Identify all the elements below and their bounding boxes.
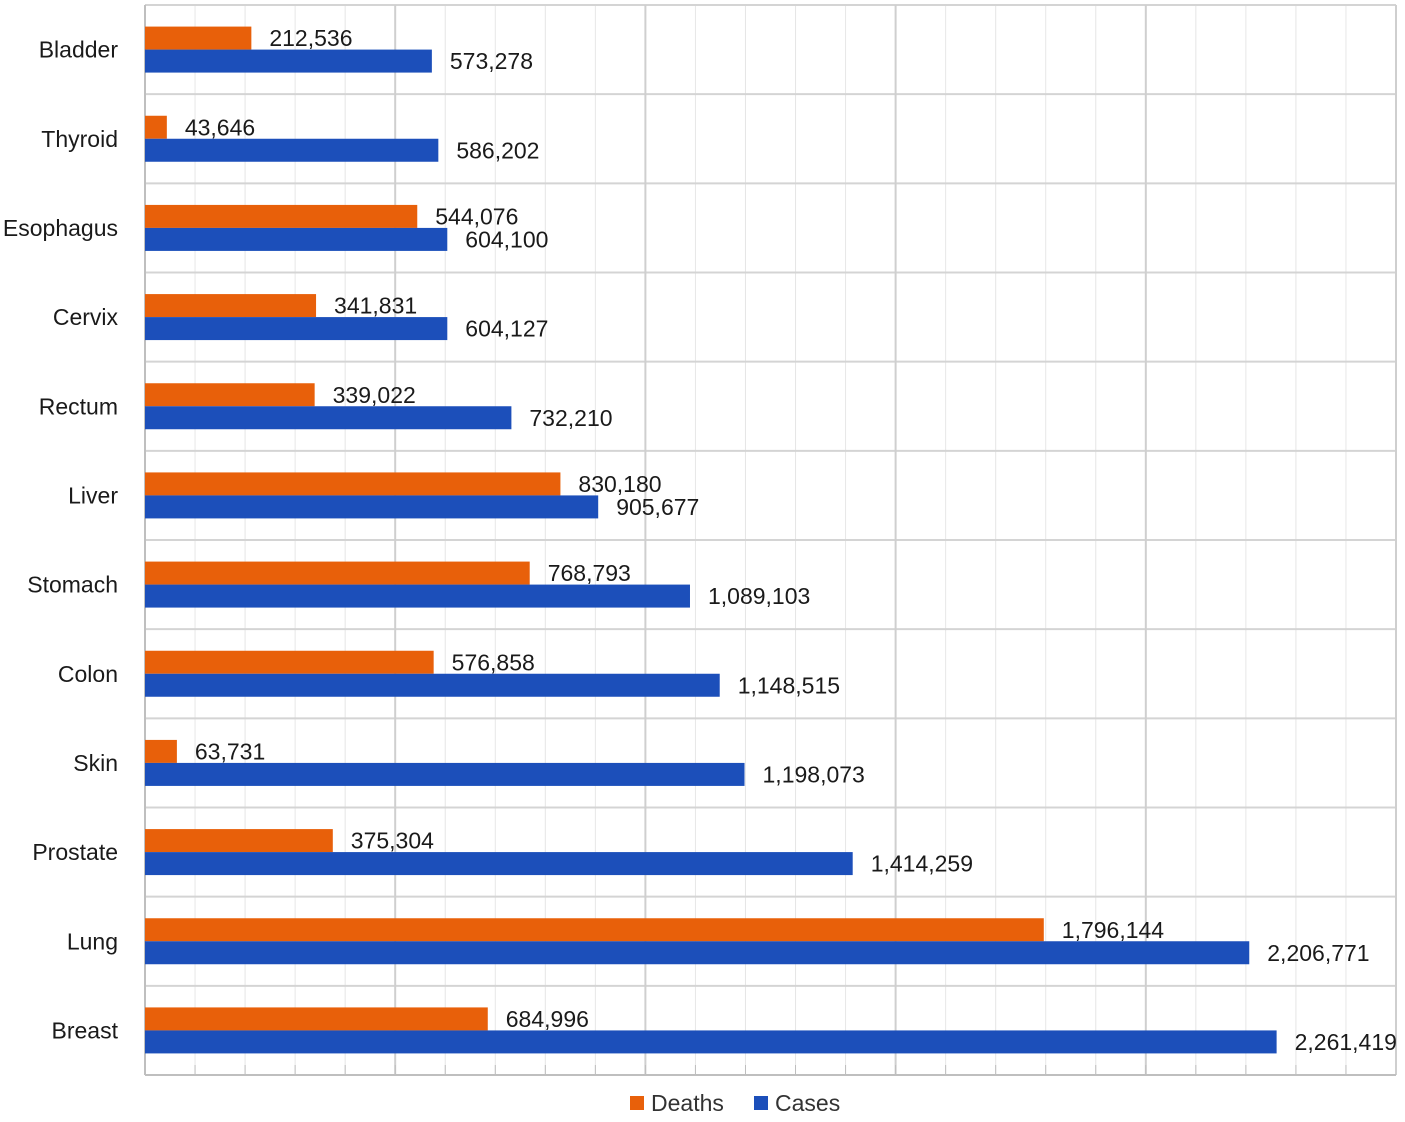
data-label-cases-lung: 2,206,771 xyxy=(1267,940,1369,966)
bar-deaths-liver xyxy=(145,472,561,496)
data-label-deaths-thyroid: 43,646 xyxy=(185,114,255,140)
bar-deaths-bladder xyxy=(145,26,252,50)
data-label-cases-stomach: 1,089,103 xyxy=(708,583,810,609)
category-label-skin: Skin xyxy=(73,750,118,776)
bar-cases-stomach xyxy=(145,584,690,608)
category-label-prostate: Prostate xyxy=(32,839,118,865)
data-label-cases-esophagus: 604,100 xyxy=(465,226,548,252)
legend-label-cases: Cases xyxy=(775,1090,840,1116)
data-label-cases-liver: 905,677 xyxy=(616,494,699,520)
data-label-cases-rectum: 732,210 xyxy=(529,405,612,431)
category-labels: Bladder Thyroid Esophagus Cervix Rectum Liver… xyxy=(3,37,119,1044)
data-labels: 212,536 573,278 43,646 586,202 544,076604,10… xyxy=(185,25,1397,1055)
category-label-bladder: Bladder xyxy=(39,37,119,63)
data-label-cases-cervix: 604,127 xyxy=(465,316,548,342)
category-label-lung: Lung xyxy=(67,928,118,954)
legend-swatch-deaths xyxy=(630,1096,644,1110)
gridlines xyxy=(144,4,1397,1076)
data-label-cases-thyroid: 586,202 xyxy=(456,137,539,163)
category-label-liver: Liver xyxy=(68,482,118,508)
bar-deaths-colon xyxy=(145,650,434,674)
data-label-deaths-colon: 576,858 xyxy=(452,649,535,675)
bar-deaths-prostate xyxy=(145,829,333,853)
data-label-cases-prostate: 1,414,259 xyxy=(871,851,973,877)
data-label-deaths-esophagus: 544,076 xyxy=(435,203,518,229)
data-label-cases-breast: 2,261,419 xyxy=(1295,1029,1397,1055)
data-label-deaths-stomach: 768,793 xyxy=(548,560,631,586)
bar-deaths-skin xyxy=(145,739,177,763)
category-label-breast: Breast xyxy=(52,1017,119,1043)
data-label-cases-colon: 1,148,515 xyxy=(738,672,840,698)
data-label-deaths-breast: 684,996 xyxy=(506,1006,589,1032)
bar-deaths-rectum xyxy=(145,383,315,407)
legend-label-deaths: Deaths xyxy=(651,1090,724,1116)
bar-cases-liver xyxy=(145,495,599,519)
legend: Deaths Cases xyxy=(630,1090,840,1116)
bar-cases-breast xyxy=(145,1030,1277,1054)
bar-deaths-lung xyxy=(145,918,1044,942)
bar-cases-skin xyxy=(145,762,745,786)
data-label-deaths-cervix: 341,831 xyxy=(334,293,417,319)
data-label-deaths-skin: 63,731 xyxy=(195,738,265,764)
category-label-cervix: Cervix xyxy=(53,304,119,330)
data-label-cases-skin: 1,198,073 xyxy=(763,761,865,787)
bar-cases-colon xyxy=(145,673,720,697)
legend-swatch-cases xyxy=(754,1096,768,1110)
bar-deaths-breast xyxy=(145,1007,488,1031)
bar-cases-rectum xyxy=(145,406,512,430)
bar-cases-bladder xyxy=(145,49,432,73)
category-label-colon: Colon xyxy=(58,661,118,687)
category-label-thyroid: Thyroid xyxy=(41,126,118,152)
bars xyxy=(145,26,1277,1054)
data-label-deaths-prostate: 375,304 xyxy=(351,828,434,854)
data-label-deaths-liver: 830,180 xyxy=(578,471,661,497)
bar-cases-prostate xyxy=(145,852,853,876)
bar-cases-lung xyxy=(145,941,1250,965)
bar-deaths-thyroid xyxy=(145,115,167,139)
bar-deaths-esophagus xyxy=(145,204,418,228)
bar-deaths-cervix xyxy=(145,294,317,318)
bar-deaths-stomach xyxy=(145,561,530,585)
category-label-stomach: Stomach xyxy=(27,572,118,598)
bar-cases-esophagus xyxy=(145,227,448,251)
category-label-rectum: Rectum xyxy=(39,393,118,419)
data-label-deaths-lung: 1,796,144 xyxy=(1062,917,1165,943)
data-label-cases-bladder: 573,278 xyxy=(450,48,533,74)
data-label-deaths-rectum: 339,022 xyxy=(333,382,416,408)
bar-cases-cervix xyxy=(145,317,448,341)
category-label-esophagus: Esophagus xyxy=(3,215,118,241)
data-label-deaths-bladder: 212,536 xyxy=(269,25,352,51)
bar-cases-thyroid xyxy=(145,138,439,162)
